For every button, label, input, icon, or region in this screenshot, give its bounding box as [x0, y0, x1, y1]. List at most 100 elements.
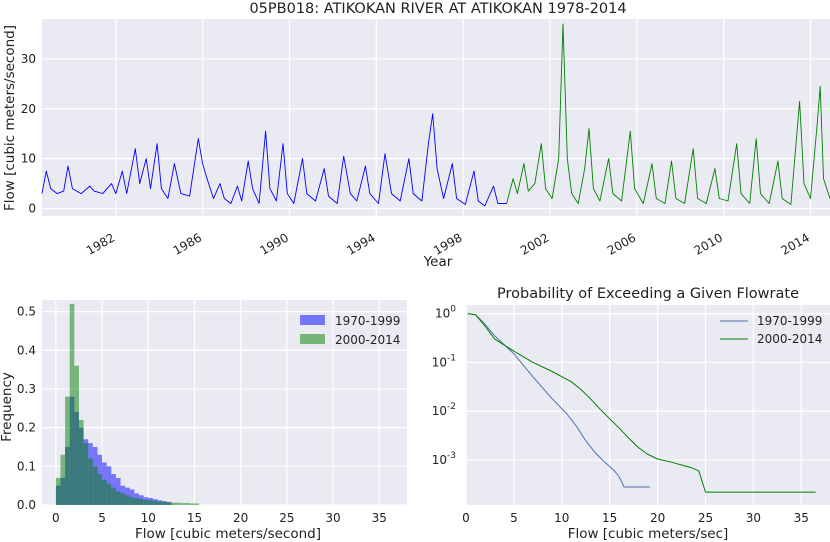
exceedance-y-tick-label: 10-1 — [432, 353, 456, 369]
histogram-bar-2 — [143, 499, 149, 505]
histogram-x-tick-label: 5 — [98, 511, 106, 525]
timeseries-x-axis-label: Year — [423, 254, 453, 270]
histogram-bar-2 — [171, 502, 176, 505]
histogram-bar-2 — [65, 396, 70, 505]
exceedance-x-tick-label: 25 — [698, 511, 713, 525]
histogram-legend-swatch-2 — [300, 334, 325, 344]
exceedance-x-tick-label: 5 — [510, 511, 518, 525]
histogram-x-tick-label: 30 — [325, 511, 340, 525]
exceedance-plot-area — [466, 305, 830, 505]
histogram-x-tick-label: 15 — [187, 511, 202, 525]
histogram-bar-2 — [111, 487, 116, 505]
histogram-bar-2 — [148, 500, 153, 505]
exceedance-panel: 0 5 10 15 20 25 30 35 100 10-1 10-2 10-3 Probabili… — [432, 286, 830, 542]
histogram-bar-2 — [152, 501, 158, 505]
histogram-legend-label-2: 2000-2014 — [335, 333, 400, 347]
histogram-bar-2 — [162, 501, 167, 505]
histogram-y-ticks: 0.0 0.1 0.2 0.3 0.4 0.5 — [17, 305, 36, 512]
exceedance-line-2 — [467, 313, 816, 493]
timeseries-grid — [42, 19, 830, 216]
exceedance-y-tick-label: 100 — [435, 305, 456, 321]
exceedance-x-axis-label: Flow [cubic meters/sec] — [568, 526, 729, 542]
histogram-y-tick-label: 0.5 — [17, 305, 36, 319]
timeseries-x-tick-label: 2006 — [605, 230, 638, 257]
exceedance-x-tick-label: 20 — [650, 511, 665, 525]
histogram-legend: 1970-1999 2000-2014 — [300, 314, 400, 347]
histogram-panel: 0 5 10 15 20 25 30 35 0.0 0.1 0.2 0.3 0.4 0.5 Flow [… — [0, 300, 407, 542]
histogram-bar-2 — [102, 479, 107, 505]
histogram-bar-2 — [83, 443, 89, 505]
exceedance-line-1 — [467, 313, 650, 488]
histogram-y-tick-label: 0.0 — [17, 498, 36, 512]
histogram-bar-2 — [125, 495, 130, 505]
histogram-bar-2 — [106, 483, 112, 505]
exceedance-y-tick-label: 10-3 — [432, 451, 456, 467]
exceedance-x-tick-label: 15 — [602, 511, 617, 525]
histogram-bar-2 — [157, 501, 163, 505]
histogram-bar-2 — [175, 502, 181, 505]
histogram-bars — [55, 303, 200, 505]
histogram-bar-2 — [115, 491, 121, 505]
histogram-bar-2 — [180, 503, 186, 505]
timeseries-x-tick-label: 2002 — [518, 230, 551, 257]
timeseries-x-tick-label: 1982 — [84, 230, 117, 257]
exceedance-title: Probability of Exceeding a Given Flowrat… — [497, 286, 799, 302]
timeseries-y-tick-label: 30 — [21, 52, 36, 66]
histogram-bar-2 — [134, 498, 140, 505]
histogram-x-tick-label: 35 — [372, 511, 387, 525]
exceedance-x-tick-label: 35 — [794, 511, 809, 525]
histogram-bar-2 — [60, 454, 66, 505]
histogram-y-tick-label: 0.2 — [17, 421, 36, 435]
histogram-bar-2 — [120, 493, 126, 505]
timeseries-line-2 — [506, 23, 830, 205]
timeseries-title: 05PB018: ATIKOKAN RIVER AT ATIKOKAN 1978… — [249, 1, 626, 17]
histogram-x-tick-label: 25 — [279, 511, 294, 525]
timeseries-y-ticks: 0 10 20 30 — [21, 52, 36, 216]
histogram-bar-2 — [129, 497, 135, 505]
histogram-x-tick-label: 20 — [233, 511, 248, 525]
histogram-bar-2 — [139, 499, 144, 505]
timeseries-series — [41, 23, 830, 207]
timeseries-x-tick-label: 1986 — [171, 230, 204, 257]
exceedance-grid — [465, 305, 830, 505]
exceedance-legend: 1970-1999 2000-2014 — [720, 314, 822, 346]
exceedance-legend-label-1: 1970-1999 — [757, 314, 822, 328]
timeseries-plot-area — [42, 19, 830, 216]
histogram-bar-2 — [194, 503, 200, 505]
histogram-bar-2 — [78, 419, 84, 505]
timeseries-y-tick-label: 10 — [21, 152, 36, 166]
histogram-y-axis-label: Frequency — [0, 372, 15, 442]
histogram-x-tick-label: 10 — [141, 511, 156, 525]
histogram-y-tick-label: 0.3 — [17, 382, 36, 396]
histogram-bar-2 — [74, 365, 79, 505]
histogram-x-axis-label: Flow [cubic meters/second] — [135, 526, 321, 542]
timeseries-x-tick-label: 1990 — [258, 230, 291, 257]
histogram-bar-2 — [55, 477, 61, 505]
exceedance-y-tick-label: 10-2 — [432, 402, 456, 418]
histogram-legend-label-1: 1970-1999 — [335, 314, 400, 328]
exceedance-x-tick-label: 30 — [746, 511, 761, 525]
histogram-bar-2 — [189, 503, 195, 505]
histogram-x-tick-label: 0 — [52, 511, 60, 525]
histogram-bar-2 — [88, 458, 93, 505]
exceedance-x-tick-label: 0 — [462, 511, 470, 525]
histogram-bar-2 — [166, 502, 172, 505]
histogram-x-ticks: 0 5 10 15 20 25 30 35 — [52, 511, 387, 525]
timeseries-line-1 — [41, 113, 507, 207]
exceedance-x-ticks: 0 5 10 15 20 25 30 35 — [462, 511, 809, 525]
timeseries-x-tick-label: 2010 — [692, 230, 725, 257]
histogram-bar-2 — [97, 474, 103, 505]
exceedance-x-tick-label: 10 — [554, 511, 569, 525]
timeseries-x-tick-label: 1994 — [344, 230, 377, 257]
timeseries-y-axis-label: Flow [cubic meters/second] — [2, 25, 18, 211]
exceedance-series — [467, 313, 816, 493]
histogram-bar-2 — [69, 303, 75, 505]
timeseries-panel: 1982 1986 1990 1994 1998 2002 2006 2010 2014 010… — [2, 1, 830, 270]
histogram-y-tick-label: 0.4 — [17, 343, 36, 357]
histogram-bar-2 — [185, 503, 190, 505]
exceedance-y-ticks: 100 10-1 10-2 10-3 — [432, 305, 457, 467]
timeseries-y-tick-label: 20 — [21, 102, 36, 116]
histogram-legend-swatch-1 — [300, 315, 325, 325]
exceedance-legend-label-2: 2000-2014 — [757, 332, 822, 346]
